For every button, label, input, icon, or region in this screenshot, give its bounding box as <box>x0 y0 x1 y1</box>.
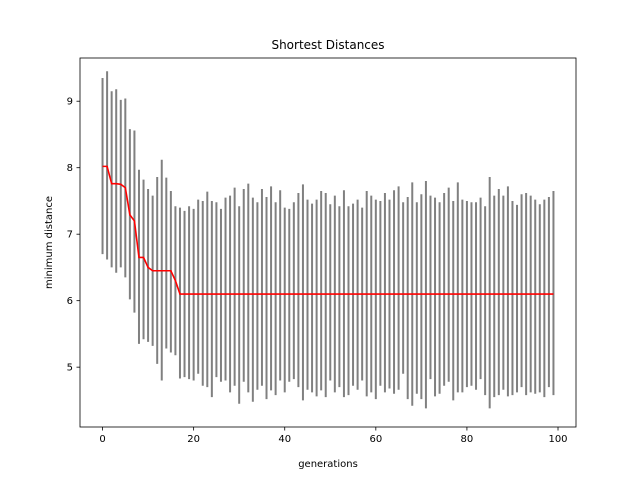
y-tick-label: 6 <box>67 296 73 307</box>
chart-title: Shortest Distances <box>271 38 384 52</box>
x-tick-label: 20 <box>187 434 200 445</box>
y-tick-label: 8 <box>67 163 73 174</box>
x-axis-label: generations <box>298 459 358 470</box>
x-tick-label: 0 <box>99 434 105 445</box>
x-tick-label: 40 <box>278 434 291 445</box>
best-distance-line <box>102 165 554 295</box>
y-axis-label: minimum distance <box>44 196 55 289</box>
y-tick-label: 9 <box>67 97 73 108</box>
y-tick-label: 5 <box>67 363 73 374</box>
x-tick-label: 60 <box>369 434 382 445</box>
plot-frame <box>79 57 577 428</box>
x-tick-label: 80 <box>461 434 474 445</box>
x-tick-label: 100 <box>548 434 567 445</box>
range-bars <box>101 71 555 409</box>
x-axis: 0 20 40 60 80 100 <box>99 427 568 445</box>
y-axis: 5 6 7 8 9 <box>67 97 80 374</box>
y-tick-label: 7 <box>67 230 73 241</box>
